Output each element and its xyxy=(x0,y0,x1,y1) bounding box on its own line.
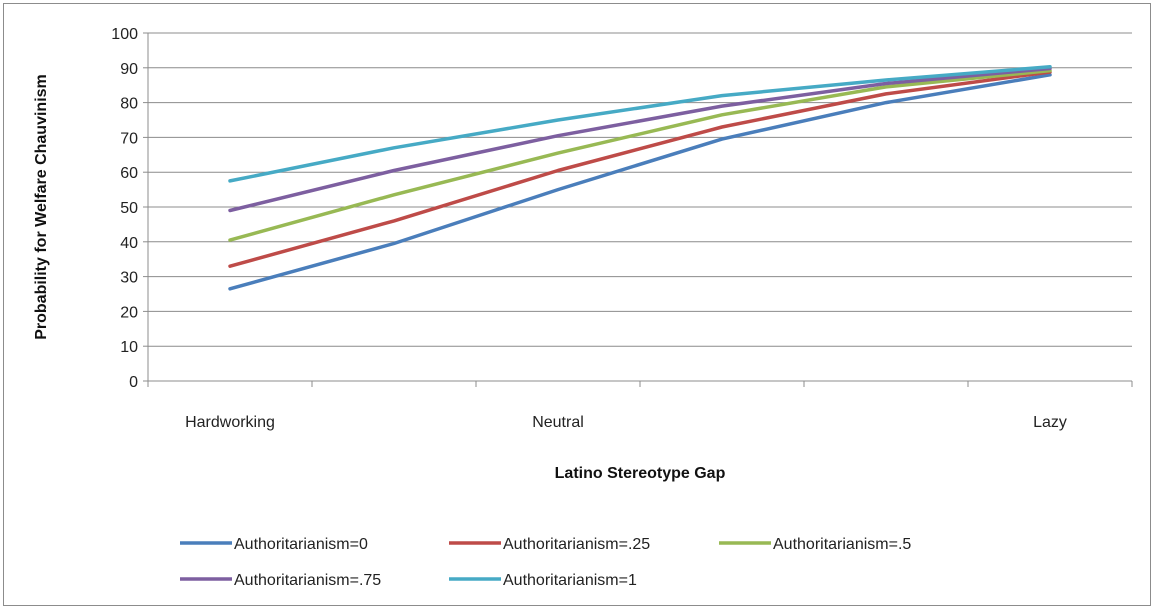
x-tick-labels: Hardworking Neutral Lazy xyxy=(185,414,1067,431)
x-tick-label: Lazy xyxy=(1033,414,1067,431)
legend-label-3: Authoritarianism=.75 xyxy=(234,572,381,589)
line-chart: 0 10 20 30 40 50 60 70 80 90 100 Hardworking Neutra… xyxy=(33,26,1133,589)
y-tick-label: 100 xyxy=(111,26,138,43)
y-tick-label: 90 xyxy=(120,61,138,78)
y-tick-label: 30 xyxy=(120,270,138,287)
y-tick-label: 0 xyxy=(129,374,138,391)
y-tick-label: 40 xyxy=(120,235,138,252)
gridlines xyxy=(143,32,1132,382)
legend-label-2: Authoritarianism=.5 xyxy=(773,536,911,553)
series-line-2 xyxy=(228,68,1052,242)
series-lines xyxy=(228,65,1052,291)
y-tick-labels: 0 10 20 30 40 50 60 70 80 90 100 xyxy=(111,26,138,391)
x-axis-title: Latino Stereotype Gap xyxy=(555,465,726,482)
chart-frame: 0 10 20 30 40 50 60 70 80 90 100 Hardworking Neutra… xyxy=(3,3,1151,606)
legend-label-1: Authoritarianism=.25 xyxy=(503,536,650,553)
x-tick-label: Hardworking xyxy=(185,414,275,431)
axes xyxy=(147,33,1133,387)
y-tick-label: 80 xyxy=(120,96,138,113)
y-tick-label: 60 xyxy=(120,165,138,182)
series-line-1 xyxy=(228,70,1052,268)
y-tick-label: 70 xyxy=(120,130,138,147)
x-tick-label: Neutral xyxy=(532,414,584,431)
y-tick-label: 10 xyxy=(120,339,138,356)
y-tick-label: 20 xyxy=(120,304,138,321)
y-axis-title: Probability for Welfare Chauvinism xyxy=(33,74,50,340)
legend: Authoritarianism=0 Authoritarianism=.25 Au… xyxy=(180,536,911,589)
series-line-4 xyxy=(228,65,1052,183)
legend-label-0: Authoritarianism=0 xyxy=(234,536,368,553)
y-tick-label: 50 xyxy=(120,200,138,217)
legend-label-4: Authoritarianism=1 xyxy=(503,572,637,589)
series-line-0 xyxy=(228,73,1052,291)
series-line-3 xyxy=(228,66,1052,213)
